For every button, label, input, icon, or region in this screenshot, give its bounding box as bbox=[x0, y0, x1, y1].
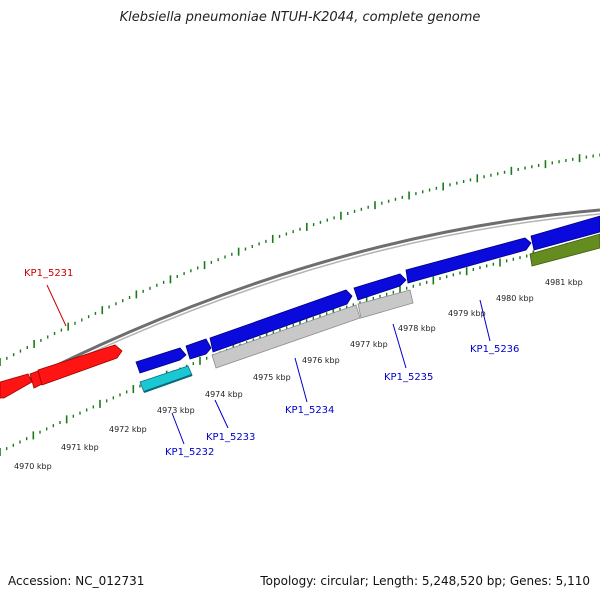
gene-cyan-shadow bbox=[143, 374, 193, 393]
kbp-label: 4971 kbp bbox=[61, 443, 99, 452]
leader-KP1_5234 bbox=[294, 357, 308, 403]
gene-olive[interactable] bbox=[529, 233, 600, 267]
kbp-label: 4975 kbp bbox=[253, 373, 291, 382]
gene-blue-1[interactable] bbox=[135, 347, 187, 374]
topology-text: Topology: circular; Length: 5,248,520 bp… bbox=[260, 574, 590, 588]
gene-label-KP1_5236[interactable]: KP1_5236 bbox=[470, 344, 519, 355]
gene-blue-KP1_5236[interactable] bbox=[405, 237, 532, 284]
gene-blue-6[interactable] bbox=[530, 215, 600, 251]
leader-KP1_5236 bbox=[479, 299, 491, 342]
kbp-label: 4980 kbp bbox=[496, 294, 534, 303]
leader-KP1_5235 bbox=[392, 323, 407, 369]
gene-label-KP1_5231[interactable]: KP1_5231 bbox=[24, 268, 73, 279]
gene-grey-1[interactable] bbox=[211, 304, 361, 369]
leader-KP1_5233 bbox=[214, 399, 229, 429]
gene-label-KP1_5234[interactable]: KP1_5234 bbox=[285, 405, 334, 416]
kbp-label: 4972 kbp bbox=[109, 425, 147, 434]
accession-text: Accession: NC_012731 bbox=[8, 574, 145, 588]
gene-red-segment-1[interactable] bbox=[0, 373, 33, 399]
gene-red-KP1_5231[interactable] bbox=[37, 344, 123, 386]
leader-KP1_5231 bbox=[46, 284, 67, 327]
kbp-label: 4976 kbp bbox=[302, 356, 340, 365]
gene-label-KP1_5232[interactable]: KP1_5232 bbox=[165, 447, 214, 458]
kbp-label: 4979 kbp bbox=[448, 309, 486, 318]
kbp-label: 4973 kbp bbox=[157, 406, 195, 415]
leader-KP1_5232 bbox=[171, 412, 185, 445]
gene-blue-2[interactable] bbox=[185, 338, 212, 360]
backbone-line-dark bbox=[0, 208, 600, 396]
kbp-label: 4977 kbp bbox=[350, 340, 388, 349]
gene-label-KP1_5235[interactable]: KP1_5235 bbox=[384, 372, 433, 383]
kbp-label: 4981 kbp bbox=[545, 278, 583, 287]
gene-grey-2[interactable] bbox=[357, 289, 414, 319]
kbp-label: 4974 kbp bbox=[205, 390, 243, 399]
map-title: Klebsiella pneumoniae NTUH-K2044, comple… bbox=[119, 10, 481, 25]
kbp-label: 4978 kbp bbox=[398, 324, 436, 333]
gene-label-KP1_5233[interactable]: KP1_5233 bbox=[206, 432, 255, 443]
gene-blue-KP1_5234[interactable] bbox=[209, 289, 353, 353]
gene-blue-KP1_5235[interactable] bbox=[353, 273, 407, 301]
kbp-label: 4970 kbp bbox=[14, 462, 52, 471]
outer-scale-ticks bbox=[0, 153, 600, 366]
